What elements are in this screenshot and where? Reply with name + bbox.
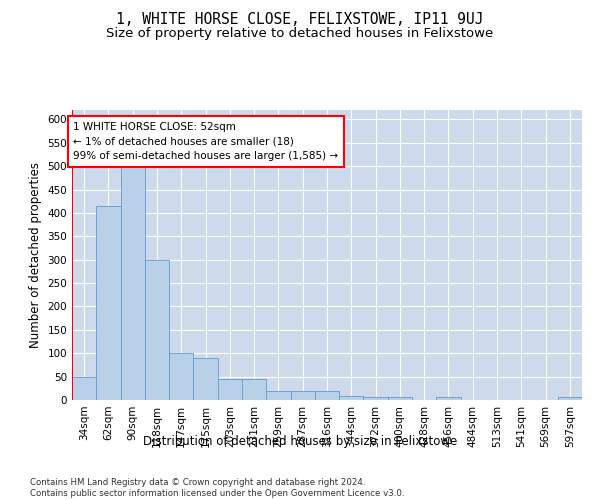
Bar: [193, 358, 218, 400]
Bar: [388, 396, 412, 400]
Text: 1, WHITE HORSE CLOSE, FELIXSTOWE, IP11 9UJ: 1, WHITE HORSE CLOSE, FELIXSTOWE, IP11 9…: [116, 12, 484, 28]
Bar: [96, 206, 121, 400]
Bar: [315, 390, 339, 400]
Bar: [218, 379, 242, 400]
Bar: [169, 353, 193, 400]
Bar: [72, 376, 96, 400]
Text: Contains HM Land Registry data © Crown copyright and database right 2024.
Contai: Contains HM Land Registry data © Crown c…: [30, 478, 404, 498]
Bar: [145, 260, 169, 400]
Text: 1 WHITE HORSE CLOSE: 52sqm
← 1% of detached houses are smaller (18)
99% of semi-: 1 WHITE HORSE CLOSE: 52sqm ← 1% of detac…: [73, 122, 338, 162]
Bar: [364, 396, 388, 400]
Bar: [339, 396, 364, 400]
Bar: [266, 390, 290, 400]
Y-axis label: Number of detached properties: Number of detached properties: [29, 162, 42, 348]
Text: Size of property relative to detached houses in Felixstowe: Size of property relative to detached ho…: [106, 28, 494, 40]
Bar: [290, 390, 315, 400]
Bar: [558, 396, 582, 400]
Bar: [436, 396, 461, 400]
Bar: [242, 379, 266, 400]
Bar: [121, 152, 145, 400]
Text: Distribution of detached houses by size in Felixstowe: Distribution of detached houses by size …: [143, 435, 457, 448]
